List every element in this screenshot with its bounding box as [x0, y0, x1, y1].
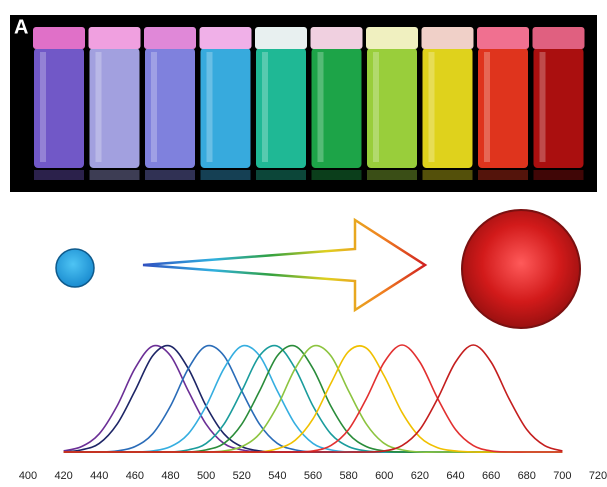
- x-tick-label: 700: [553, 470, 571, 482]
- vial-cap: [255, 27, 307, 49]
- x-tick-label: 720: [589, 470, 607, 482]
- x-tick-label: 440: [90, 470, 108, 482]
- vial-shine: [317, 52, 324, 162]
- vial-body: [145, 48, 195, 168]
- vial-shine: [484, 52, 490, 162]
- vial-shine: [428, 52, 435, 162]
- vial-reflection: [145, 170, 195, 180]
- small-particle: [55, 248, 95, 288]
- x-tick-label: 460: [126, 470, 144, 482]
- vial-body: [478, 48, 528, 168]
- vial-reflection: [34, 170, 84, 180]
- vial-body: [89, 48, 140, 168]
- vial-cap: [477, 27, 529, 49]
- vial-reflection: [89, 170, 140, 180]
- vial-cap: [33, 27, 85, 49]
- vial-body: [311, 48, 362, 168]
- x-tick-label: 520: [233, 470, 251, 482]
- vial-shine: [40, 52, 46, 162]
- vial-shine: [539, 52, 546, 162]
- vial-cap: [532, 27, 585, 49]
- vial-body: [200, 48, 251, 168]
- x-tick-label: 580: [339, 470, 357, 482]
- large-particle: [461, 209, 581, 329]
- vial-body: [533, 48, 584, 168]
- vial-cap: [144, 27, 196, 49]
- x-tick-label: 640: [446, 470, 464, 482]
- x-tick-label: 620: [411, 470, 429, 482]
- vial-body: [367, 48, 417, 168]
- vial-shine: [373, 52, 379, 162]
- vial-shine: [262, 52, 268, 162]
- vial-reflection: [422, 170, 473, 180]
- spectrum-line: [63, 344, 563, 453]
- vial-body: [256, 48, 306, 168]
- x-tick-label: 560: [304, 470, 322, 482]
- vial-reflection: [256, 170, 306, 180]
- vial-reflection: [200, 170, 251, 180]
- vial-shine: [151, 52, 157, 162]
- vial-reflection: [533, 170, 584, 180]
- x-tick-label: 660: [482, 470, 500, 482]
- panel-label: A: [14, 16, 28, 38]
- spectra-plot: 400 420 440 460 480 500 520 540 560 580 600 620 640 6…: [19, 344, 607, 482]
- x-tick-label: 400: [19, 470, 37, 482]
- vial-cap: [88, 27, 141, 49]
- vial-shine: [95, 52, 102, 162]
- spectrum-line: [63, 344, 563, 453]
- x-tick-label: 600: [375, 470, 393, 482]
- vial-shine: [206, 52, 213, 162]
- vial-body: [34, 48, 84, 168]
- vial-cap: [366, 27, 418, 49]
- vial-cap: [421, 27, 474, 49]
- vial-cap: [199, 27, 252, 49]
- vial-cap: [310, 27, 363, 49]
- x-tick-label: 680: [518, 470, 536, 482]
- vial-body: [422, 48, 473, 168]
- growth-arrow: [142, 217, 428, 313]
- x-tick-label: 420: [54, 470, 72, 482]
- vial-reflection: [478, 170, 528, 180]
- vial-reflection: [311, 170, 362, 180]
- vial-reflection: [367, 170, 417, 180]
- x-tick-label: 500: [197, 470, 215, 482]
- x-tick-label: 480: [161, 470, 179, 482]
- spectrum-line: [63, 344, 563, 453]
- vials: [33, 27, 585, 180]
- x-tick-label: 540: [268, 470, 286, 482]
